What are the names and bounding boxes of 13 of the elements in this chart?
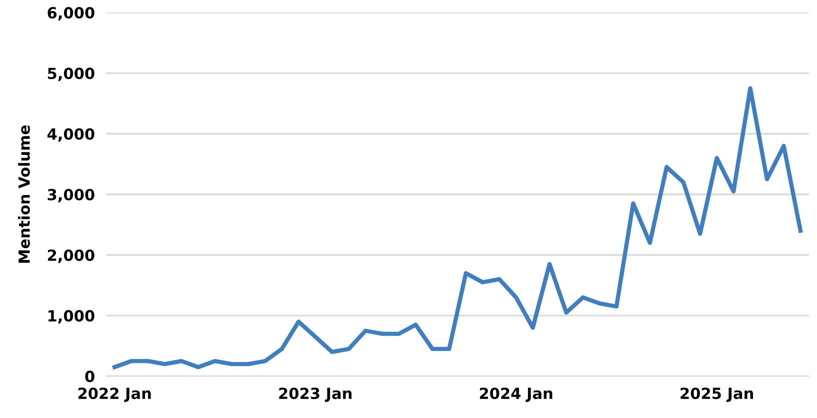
x-tick-label: 2025 Jan bbox=[680, 388, 753, 402]
y-tick-label: 2,000 bbox=[48, 249, 94, 263]
y-tick-label: 6,000 bbox=[48, 7, 94, 21]
y-tick-label: 1,000 bbox=[48, 310, 94, 324]
x-tick-label: 2023 Jan bbox=[279, 388, 352, 402]
y-tick-label: 3,000 bbox=[48, 188, 94, 202]
line-series bbox=[112, 86, 803, 370]
x-tick-label: 2022 Jan bbox=[78, 388, 151, 402]
y-axis-title: Mention Volume bbox=[18, 125, 30, 263]
y-tick-label: 0 bbox=[85, 370, 94, 382]
y-tick-label: 5,000 bbox=[48, 68, 94, 82]
x-tick-label: 2024 Jan bbox=[480, 388, 552, 402]
y-tick-label: 4,000 bbox=[47, 128, 94, 142]
